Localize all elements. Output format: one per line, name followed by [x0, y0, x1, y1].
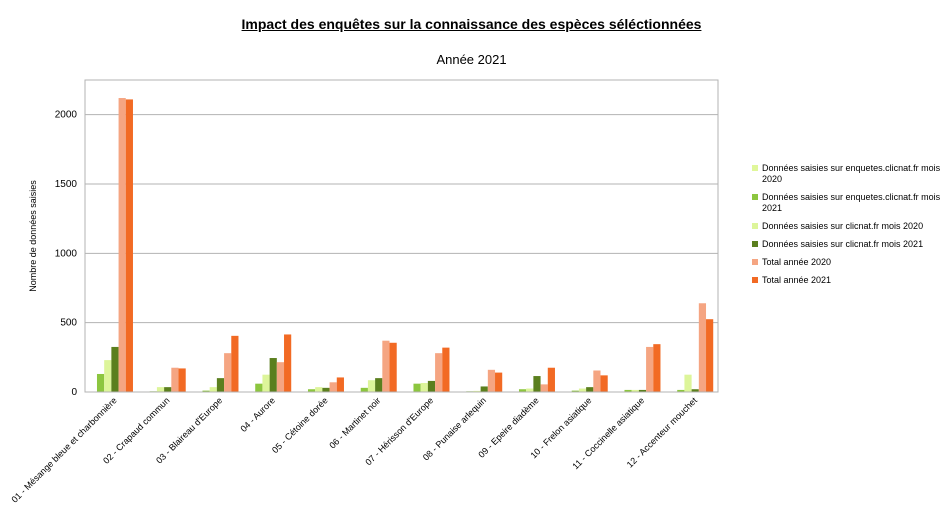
- bar: [156, 387, 165, 392]
- bar: [375, 378, 383, 392]
- y-tick-label: 0: [71, 387, 77, 398]
- x-tick-label: 06 - Martinet noir: [327, 395, 382, 450]
- legend-label: Données saisies sur enquetes.clicnat.fr …: [762, 192, 941, 213]
- bar: [255, 383, 263, 392]
- bar: [164, 387, 172, 392]
- bar: [435, 353, 443, 392]
- bar: [389, 342, 397, 392]
- chart-title: Impact des enquêtes sur la connaissance …: [241, 16, 702, 32]
- bar: [336, 377, 344, 392]
- bar: [382, 340, 390, 392]
- bar: [533, 376, 541, 392]
- bar: [526, 388, 534, 392]
- x-tick-label: 04 - Aurore: [238, 395, 277, 434]
- bar: [360, 387, 368, 392]
- bar: [171, 367, 179, 392]
- bar: [487, 369, 496, 392]
- legend-swatch: [752, 194, 758, 200]
- legend: Données saisies sur enquetes.clicnat.fr …: [752, 163, 942, 293]
- bar: [276, 362, 285, 392]
- bar: [307, 389, 316, 392]
- legend-swatch: [752, 223, 758, 229]
- bar: [480, 386, 488, 392]
- gridlines: [85, 114, 718, 393]
- bar: [420, 382, 428, 392]
- legend-item: Total année 2020: [752, 257, 942, 268]
- legend-swatch: [752, 259, 758, 265]
- legend-swatch: [752, 241, 758, 247]
- legend-label: Total année 2020: [762, 257, 832, 267]
- bar: [284, 334, 292, 392]
- bar: [322, 387, 330, 392]
- bar: [329, 382, 337, 392]
- bar: [653, 344, 661, 392]
- bar: [706, 319, 714, 392]
- legend-item: Total année 2021: [752, 275, 942, 286]
- y-tick-label: 2000: [55, 110, 78, 121]
- bar: [104, 360, 112, 392]
- bar: [118, 98, 126, 392]
- bar: [427, 380, 436, 392]
- bar: [571, 390, 579, 392]
- bar: [638, 389, 647, 392]
- plot-frame: [84, 79, 719, 393]
- bar: [624, 389, 632, 392]
- y-axis-label: Nombre de données saisies: [28, 180, 38, 292]
- legend-item: Données saisies sur enquetes.clicnat.fr …: [752, 192, 942, 214]
- bar: [315, 387, 323, 392]
- bar: [224, 353, 232, 392]
- y-axis-ticks: 0 500 1000 1500 2000: [55, 110, 78, 398]
- legend-label: Données saisies sur clicnat.fr mois 2021: [762, 239, 924, 249]
- bar: [540, 384, 548, 392]
- bar: [413, 383, 421, 392]
- bar: [631, 389, 639, 392]
- legend-label: Total année 2021: [762, 275, 832, 285]
- bar: [231, 335, 239, 392]
- bar: [269, 358, 277, 392]
- legend-label: Données saisies sur enquetes.clicnat.fr …: [762, 163, 941, 184]
- bar: [111, 346, 119, 392]
- bar: [442, 347, 450, 392]
- bar: [178, 368, 186, 392]
- bar: [646, 346, 654, 392]
- y-tick-label: 1000: [55, 248, 78, 259]
- bar: [698, 303, 707, 392]
- x-tick-label: 05 - Cétoine dorée: [270, 395, 330, 455]
- bar: [262, 374, 270, 392]
- bar: [691, 389, 699, 392]
- legend-item: Données saisies sur clicnat.fr mois 2021: [752, 239, 942, 250]
- legend-swatch: [752, 277, 758, 283]
- bar: [96, 373, 105, 392]
- bar: [547, 367, 555, 392]
- bar: [518, 389, 527, 392]
- bar: [593, 370, 601, 392]
- bar: [684, 374, 692, 392]
- legend-item: Données saisies sur enquetes.clicnat.fr …: [752, 163, 942, 185]
- x-tick-label: 01 - Mésange bleue et charbonnière: [9, 395, 118, 504]
- bar: [367, 380, 376, 392]
- chart-subtitle: Année 2021: [436, 52, 507, 67]
- bar: [495, 372, 503, 392]
- bar: [600, 375, 608, 392]
- bar: [578, 388, 587, 392]
- bar: [473, 390, 481, 392]
- y-tick-label: 1500: [55, 179, 78, 190]
- bar: [216, 378, 225, 392]
- bars: [96, 98, 714, 392]
- bar: [209, 387, 217, 392]
- legend-label: Données saisies sur clicnat.fr mois 2020: [762, 221, 924, 231]
- legend-swatch: [752, 165, 758, 171]
- bar: [586, 387, 594, 392]
- legend-item: Données saisies sur clicnat.fr mois 2020: [752, 221, 942, 232]
- bar: [677, 389, 685, 392]
- y-tick-label: 500: [60, 318, 77, 329]
- bar: [202, 390, 210, 392]
- bar: [125, 99, 133, 392]
